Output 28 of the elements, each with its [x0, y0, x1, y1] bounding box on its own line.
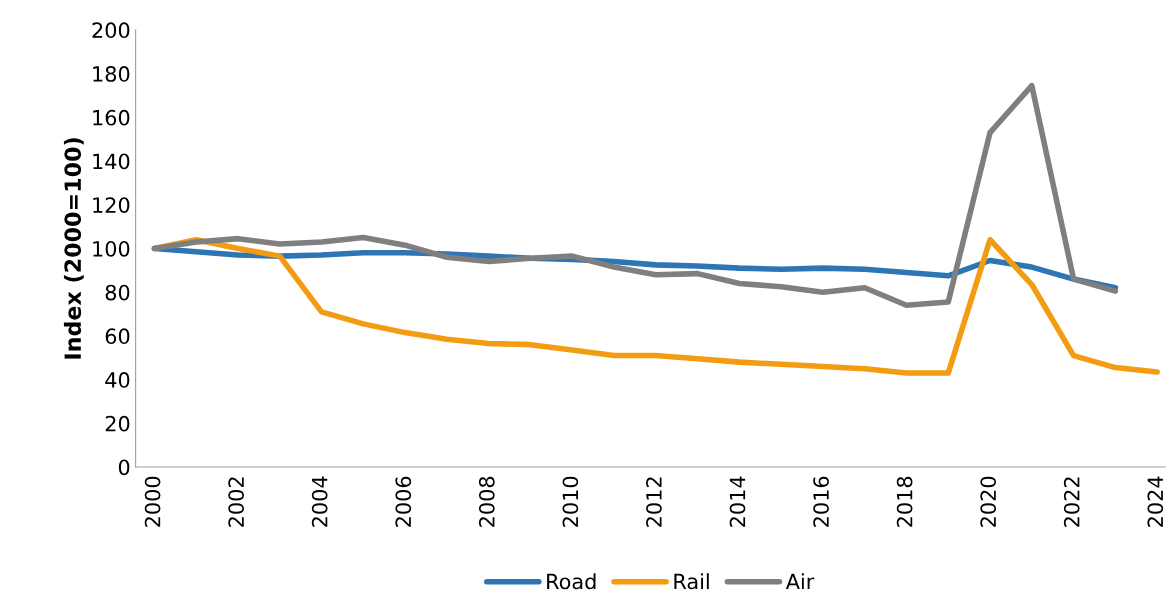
legend-label: Air	[785, 573, 815, 590]
y-tick-label: 60	[105, 328, 130, 345]
y-axis-title: Index (2000=100)	[63, 138, 84, 359]
y-tick-label: 160	[93, 109, 130, 126]
legend-label: Road	[547, 573, 596, 590]
x-tick-label: 2024	[1147, 476, 1164, 527]
y-tick-label: 0	[118, 459, 130, 476]
y-tick-label: 140	[93, 153, 130, 170]
x-tick-label: 2000	[144, 476, 161, 527]
x-tick-label: 2010	[562, 476, 579, 527]
x-tick-label: 2020	[980, 476, 997, 527]
x-tick-label: 2016	[813, 476, 829, 527]
x-tick-label: 2018	[896, 476, 913, 527]
x-tick-label: 2002	[228, 477, 245, 527]
y-tick-label: 180	[93, 66, 130, 82]
x-tick-label: 2004	[311, 476, 328, 527]
x-tick-label: 2022	[1063, 477, 1080, 527]
x-tick-label: 2006	[395, 476, 412, 527]
y-tick-label: 80	[105, 284, 130, 301]
x-tick-label: 2008	[478, 476, 495, 527]
y-tick-label: 20	[105, 415, 130, 432]
legend-label: Rail	[674, 573, 709, 590]
x-tick-label: 2012	[646, 477, 662, 527]
x-tick-label: 2014	[729, 476, 746, 527]
y-tick-label: 200	[92, 22, 130, 39]
y-tick-label: 120	[93, 197, 130, 213]
y-tick-label: 40	[105, 372, 130, 388]
y-tick-label: 100	[93, 240, 130, 257]
